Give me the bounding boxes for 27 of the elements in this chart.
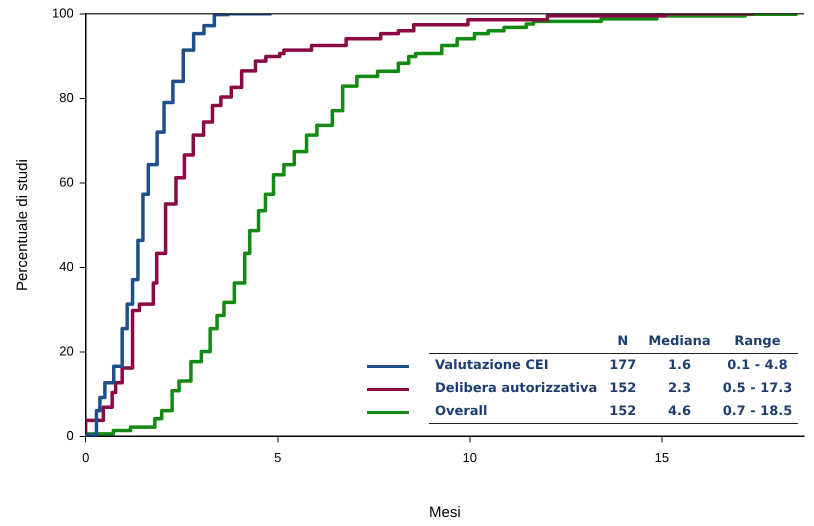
x-tick-label: 15 bbox=[654, 450, 670, 465]
y-tick-label: 80 bbox=[59, 90, 74, 105]
x-tick-label: 5 bbox=[274, 450, 282, 465]
y-tick-label: 20 bbox=[59, 343, 74, 358]
annotation: 177 bbox=[608, 357, 638, 376]
annotation: N bbox=[603, 330, 642, 354]
x-tick-label: 10 bbox=[462, 450, 478, 465]
y-tick-label: 0 bbox=[66, 428, 74, 443]
x-axis-title: Mesi bbox=[429, 504, 461, 522]
annotation: 0.1 - 4.8 bbox=[726, 357, 789, 376]
annotation: 0.5 - 17.3 bbox=[722, 380, 794, 398]
y-tick-label: 60 bbox=[59, 174, 74, 190]
x-tick-label: 0 bbox=[82, 450, 90, 465]
annotation: 0.7 - 18.5 bbox=[716, 400, 798, 424]
legend-label: Delibera autorizzativa bbox=[434, 380, 598, 398]
legend-label: Valutazione CEI bbox=[434, 357, 550, 376]
annotation: 152 bbox=[608, 380, 638, 398]
y-tick-label: 100 bbox=[52, 5, 74, 20]
annotation: 2.3 bbox=[667, 380, 692, 398]
annotation: Mediana bbox=[642, 330, 717, 354]
annotation: 4.6 bbox=[642, 400, 717, 424]
annotation: Range bbox=[716, 330, 798, 354]
annotation: 152 bbox=[603, 400, 642, 424]
legend-label: Overall bbox=[429, 400, 604, 424]
annotation: 1.6 bbox=[667, 357, 692, 376]
y-axis-title: Percentuale di studi bbox=[14, 159, 32, 291]
y-tick-label: 40 bbox=[59, 258, 74, 274]
